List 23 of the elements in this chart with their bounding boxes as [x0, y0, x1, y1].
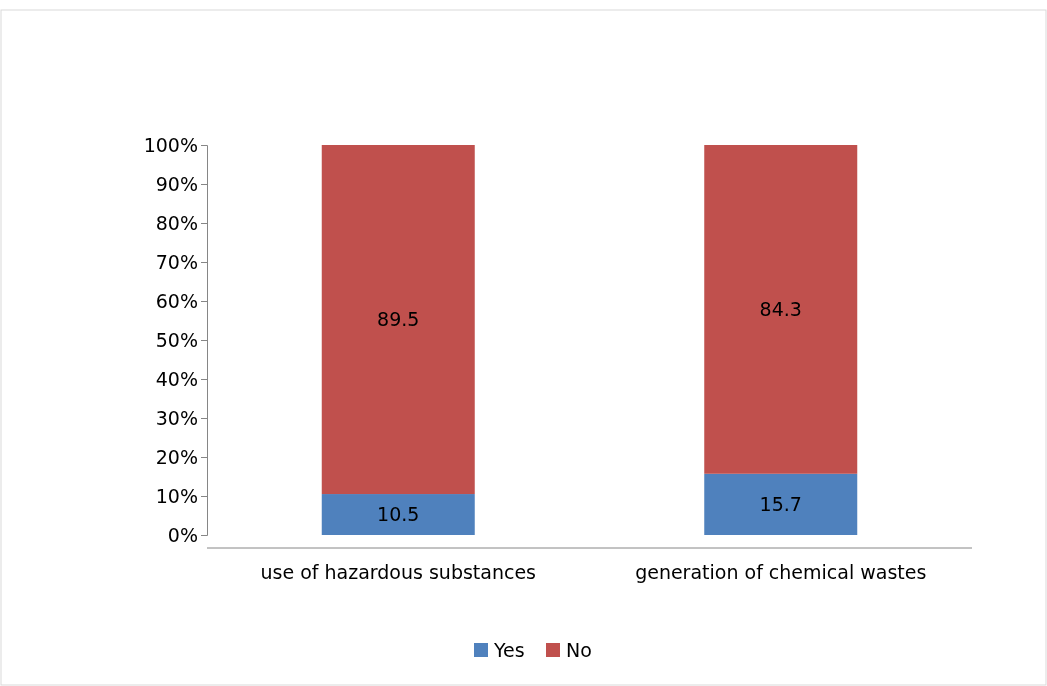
data-label: 10.5: [377, 503, 420, 526]
y-tick-label: 70%: [155, 250, 198, 273]
y-tick-label: 100%: [143, 133, 198, 156]
data-label: 15.7: [759, 493, 802, 516]
bar: [704, 473, 858, 535]
data-label: 89.5: [377, 308, 420, 331]
y-tick-label: 20%: [155, 445, 198, 468]
legend-label: Yes: [493, 638, 525, 661]
bar: [704, 145, 858, 474]
x-tick-label: use of hazardous substances: [260, 561, 537, 584]
y-tick-label: 40%: [155, 367, 198, 390]
bar: [321, 145, 475, 495]
y-tick-label: 90%: [155, 172, 198, 195]
data-label: 84.3: [759, 298, 802, 321]
y-tick-label: 10%: [155, 484, 198, 507]
bar: [321, 494, 475, 535]
y-tick-label: 30%: [155, 406, 198, 429]
y-tick-label: 0%: [167, 523, 198, 546]
y-tick-label: 60%: [155, 289, 198, 312]
legend-label: No: [566, 638, 592, 661]
y-tick-label: 80%: [155, 211, 198, 234]
y-tick-label: 50%: [155, 328, 198, 351]
x-tick-label: generation of chemical wastes: [635, 561, 927, 584]
